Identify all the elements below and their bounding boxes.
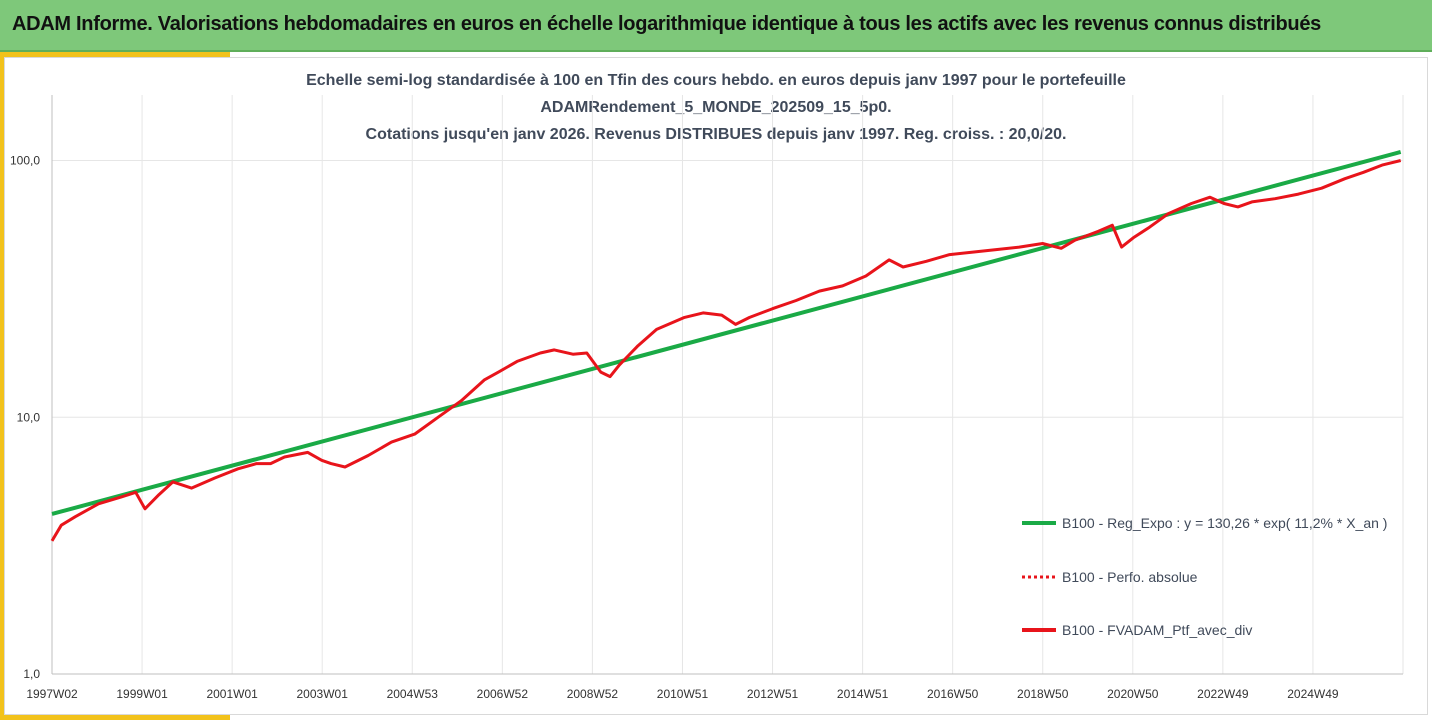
portfolio-series-line bbox=[50, 159, 1402, 542]
x-tick-label: 2006W52 bbox=[477, 687, 529, 701]
accent-bar-bottom bbox=[0, 715, 230, 720]
regression-series-line bbox=[51, 150, 1402, 516]
y-tick-label: 10,0 bbox=[17, 410, 41, 424]
x-tick-label: 2014W51 bbox=[837, 687, 889, 701]
x-tick-label: 2010W51 bbox=[657, 687, 709, 701]
chart-frame bbox=[4, 57, 1428, 715]
x-tick-label: 2018W50 bbox=[1017, 687, 1069, 701]
x-tick-label: 1999W01 bbox=[116, 687, 168, 701]
x-tick-label: 2008W52 bbox=[567, 687, 619, 701]
x-tick-label: 2004W53 bbox=[387, 687, 439, 701]
legend-label: B100 - Reg_Expo : y = 130,26 * exp( 11,2… bbox=[1062, 515, 1387, 531]
y-tick-label: 1,0 bbox=[23, 667, 40, 681]
x-tick-label: 2020W50 bbox=[1107, 687, 1159, 701]
header-banner: ADAM Informe. Valorisations hebdomadaire… bbox=[0, 0, 1432, 52]
x-tick-label: 2012W51 bbox=[747, 687, 799, 701]
x-tick-label: 2022W49 bbox=[1197, 687, 1249, 701]
chart-title-line-2: ADAMRendement_5_MONDE_202509_15_5p0. bbox=[540, 99, 892, 116]
accent-bar-top bbox=[0, 52, 230, 57]
x-tick-label: 2016W50 bbox=[927, 687, 979, 701]
y-tick-label: 100,0 bbox=[10, 154, 40, 168]
chart-title-line-1: Echelle semi-log standardisée à 100 en T… bbox=[306, 72, 1126, 89]
x-tick-label: 2024W49 bbox=[1287, 687, 1339, 701]
legend-label: B100 - Perfo. absolue bbox=[1062, 569, 1198, 585]
x-tick-label: 2001W01 bbox=[206, 687, 258, 701]
x-tick-label: 2003W01 bbox=[297, 687, 349, 701]
legend-label: B100 - FVADAM_Ptf_avec_div bbox=[1062, 622, 1252, 638]
accent-bar-left bbox=[0, 52, 4, 720]
x-tick-label: 1997W02 bbox=[26, 687, 78, 701]
chart-title-line-3: Cotations jusqu'en janv 2026. Revenus DI… bbox=[365, 126, 1067, 143]
page-title: ADAM Informe. Valorisations hebdomadaire… bbox=[12, 13, 1321, 35]
